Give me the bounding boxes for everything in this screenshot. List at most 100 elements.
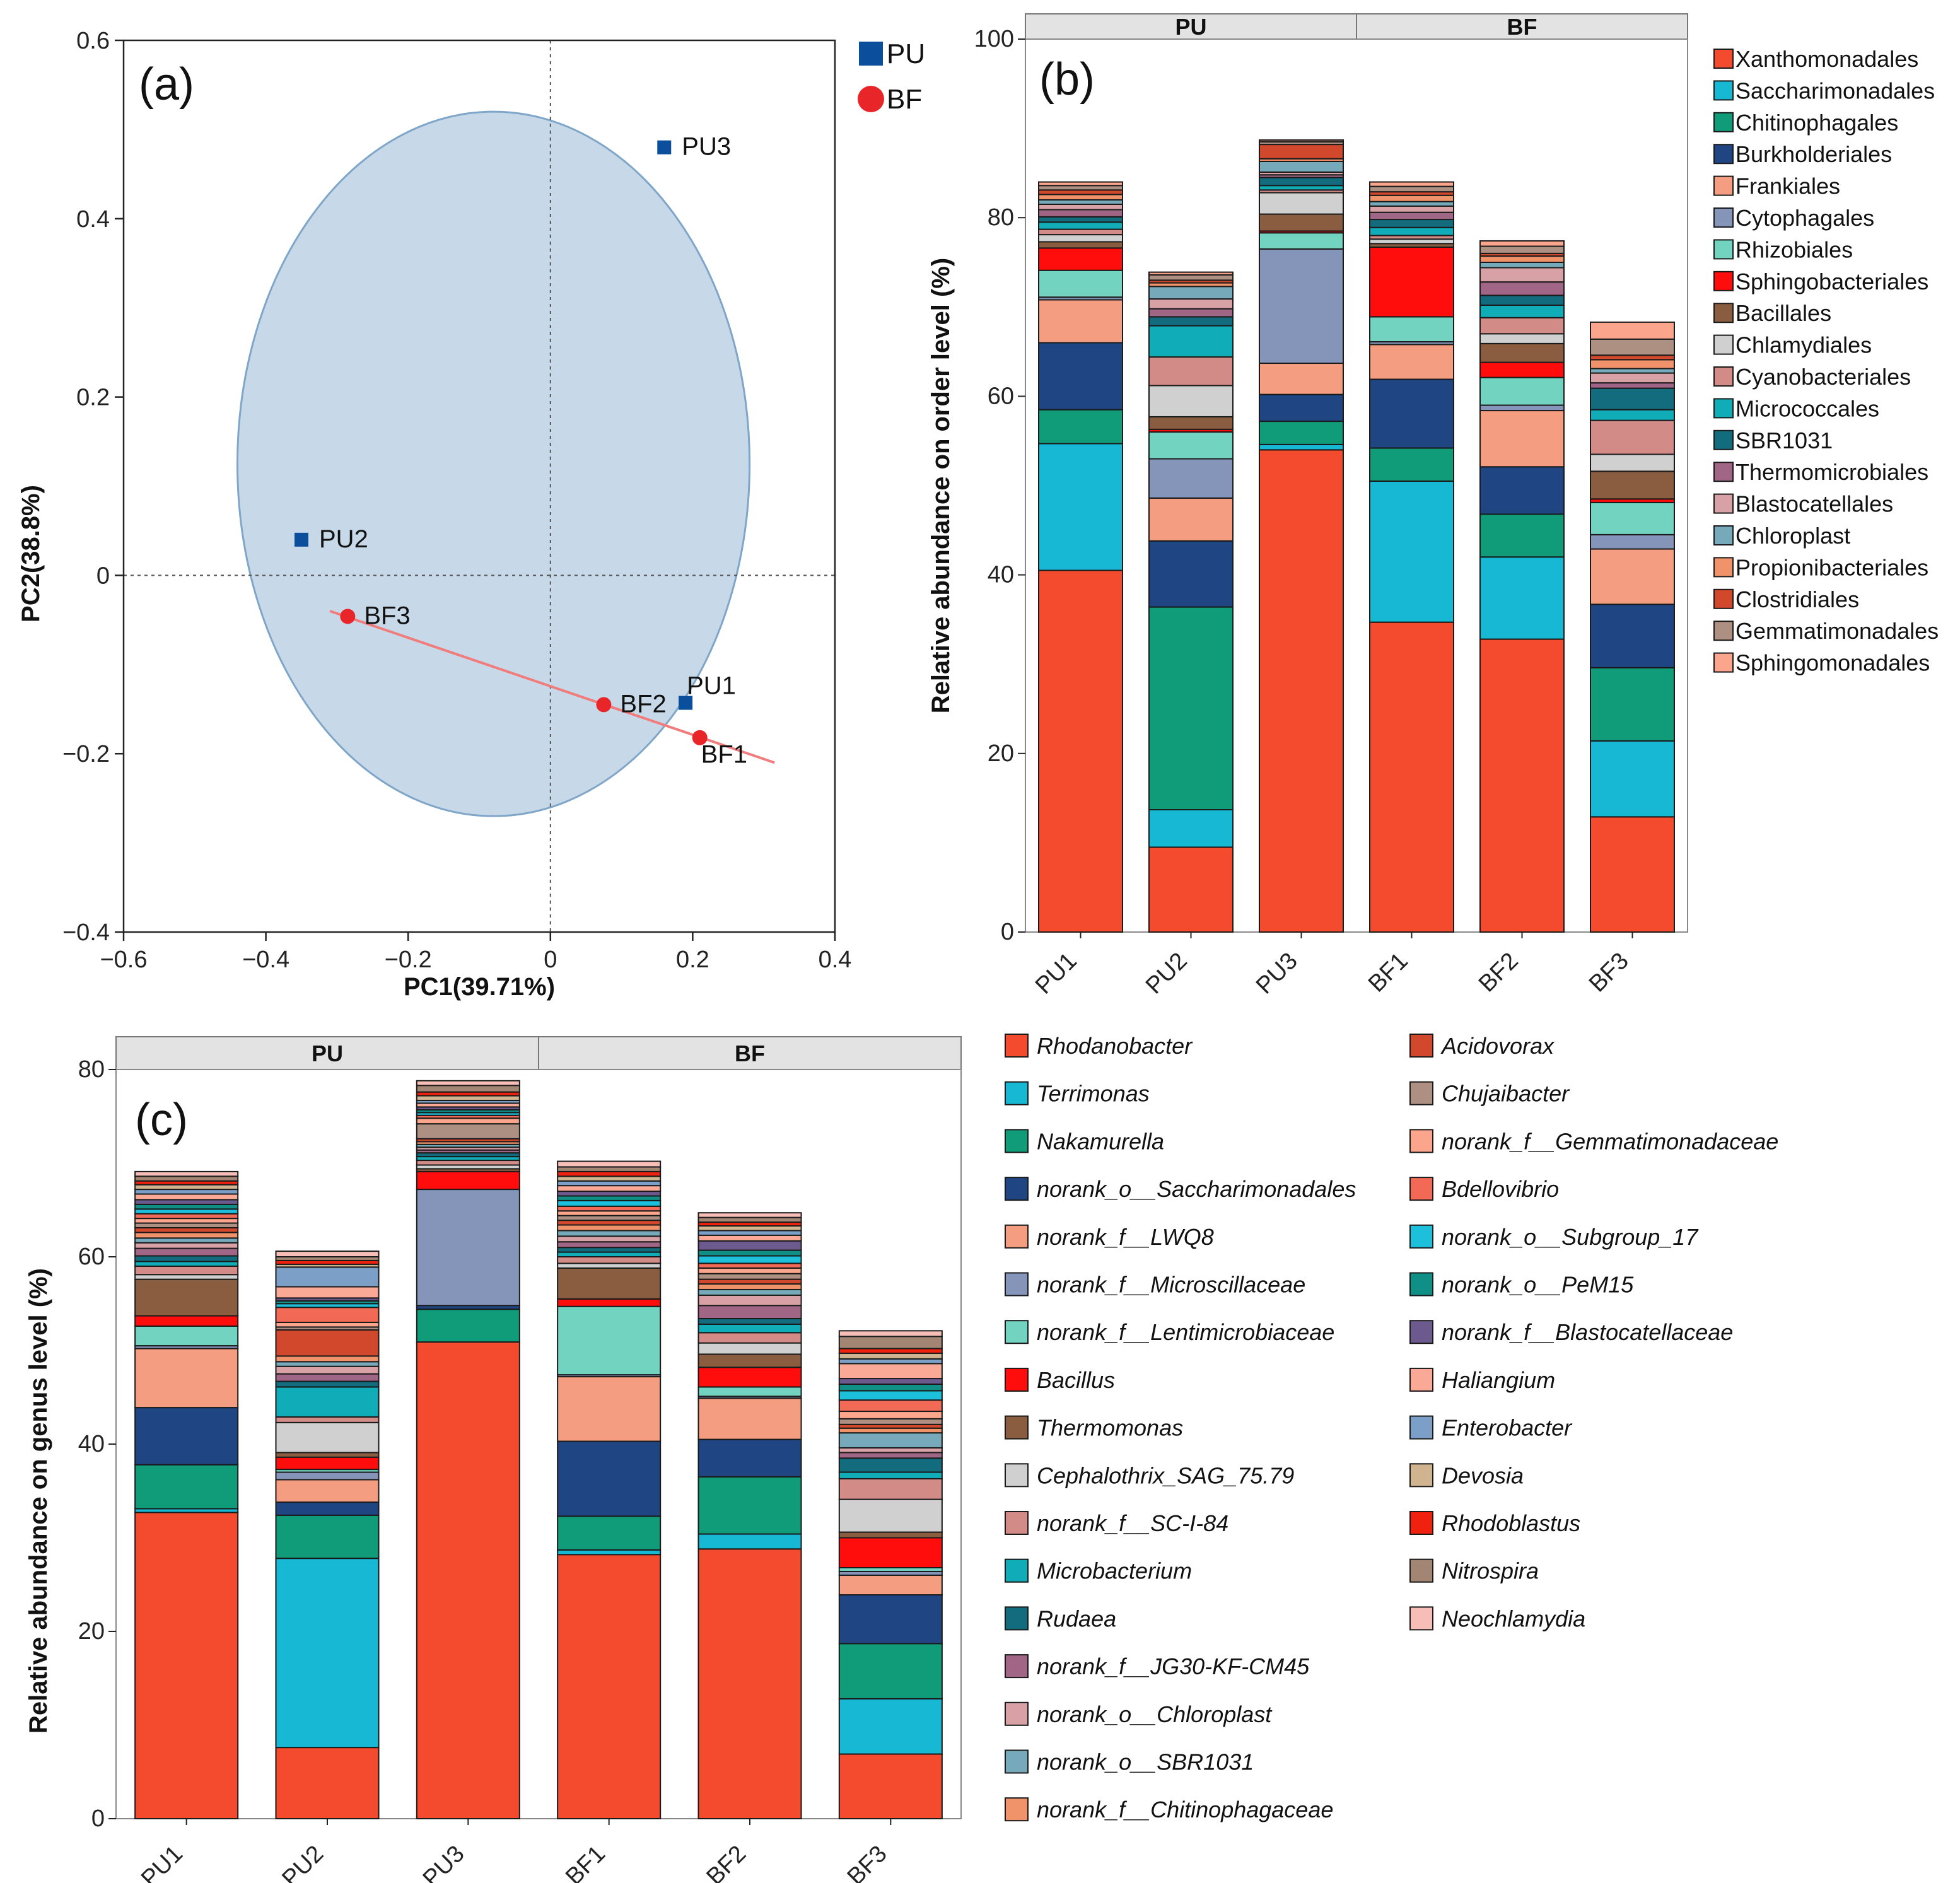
legend-c-swatch-rhodanobacter — [1005, 1034, 1029, 1058]
bar-bf1-rhizobiales — [1369, 316, 1454, 343]
bar-pu1-enterobacter — [134, 1189, 239, 1195]
bar-bf1-rhodanobacter — [557, 1554, 662, 1819]
bar-bf3-burkholderiales — [1590, 603, 1675, 668]
panel-b-y-axis-title: Relative abundance on order level (%) — [927, 258, 955, 713]
facet-strip-bf — [1356, 13, 1688, 40]
legend-b-label-sbr1031: SBR1031 — [1735, 428, 1833, 453]
bar-pu3-neochlamydia — [416, 1080, 520, 1087]
bar-bf1-enterobacter — [557, 1180, 662, 1187]
bar-bf1-norank-o-sbr1031 — [557, 1230, 662, 1237]
bar-pu3-sbr1031 — [1259, 177, 1344, 187]
bar-pu2-cytophagales — [1148, 458, 1234, 499]
bar-pu1-gemmatimonadales — [1038, 185, 1123, 191]
legend-b-label-sphingobacteriales: Sphingobacteriales — [1735, 269, 1928, 294]
x-tick-label-bf2: BF2 — [701, 1841, 751, 1883]
bar-bf1-acidovorax — [557, 1220, 662, 1226]
point-bf1-circle — [692, 730, 708, 745]
legend-c-label-norank-f-lentimicrobiaceae: norank_f__Lentimicrobiaceae — [1037, 1319, 1334, 1345]
legend-b-label-frankiales: Frankiales — [1735, 173, 1840, 199]
bar-bf2-sbr1031 — [1479, 294, 1565, 306]
pu-confidence-ellipse — [236, 110, 751, 817]
facet-strip-label-bf: BF — [1507, 14, 1537, 40]
bar-bf1-sbr1031 — [1369, 219, 1454, 228]
bar-bf2-bacillales — [1479, 342, 1565, 363]
bar-pu1-chujaibacter — [134, 1222, 239, 1228]
legend-b-swatch-xanthomonadales — [1713, 49, 1734, 69]
bar-bf3-chujaibacter — [838, 1418, 943, 1425]
bar-bf3-thermomicrobiales — [1590, 382, 1675, 389]
bar-bf1-rhodoblastus — [557, 1170, 662, 1177]
bar-bf2-sphingomonadales — [1479, 240, 1565, 247]
legend-c-label-haliangium: Haliangium — [1442, 1367, 1555, 1393]
bar-pu2-norank-f-lwq8 — [275, 1479, 380, 1503]
bar-bf2-micrococcales — [1479, 304, 1565, 318]
bar-pu3-devosia — [416, 1095, 520, 1102]
bar-pu1-norank-f-sc-i-84 — [134, 1265, 239, 1276]
bar-bf1-neochlamydia — [557, 1160, 662, 1168]
bar-bf2-norank-o-saccharimonadales — [697, 1438, 802, 1478]
bar-pu1-sphingomonadales — [1038, 181, 1123, 187]
bar-bf1-propionibacteriales — [1369, 194, 1454, 202]
y-tick-label: −0.4 — [62, 919, 110, 946]
legend-c-swatch-bdellovibrio — [1409, 1177, 1433, 1201]
legend-c-swatch-cephalothrix-sag-75-79 — [1005, 1463, 1029, 1488]
legend-c-swatch-norank-f-sc-i-84 — [1005, 1511, 1029, 1535]
panel-a-x-axis-title: PC1(39.71%) — [404, 973, 555, 1001]
bar-pu2-xanthomonadales — [1148, 846, 1234, 933]
legend-c-label-microbacterium: Microbacterium — [1037, 1558, 1192, 1584]
bar-bf1-terrimonas — [557, 1549, 662, 1556]
bar-bf3-thermomonas — [838, 1531, 943, 1539]
bar-pu2-norank-f-chitinophagaceae — [275, 1355, 380, 1363]
legend-c-label-norank-o-sbr1031: norank_o__SBR1031 — [1037, 1749, 1254, 1775]
x-tick-label-pu3: PU3 — [418, 1841, 470, 1883]
bar-pu1-rhizobiales — [1038, 269, 1123, 298]
panel-c-y-axis-title: Relative abundance on genus level (%) — [25, 1268, 52, 1734]
bar-bf2-norank-f-blastocatellaceae — [697, 1240, 802, 1251]
bar-bf3-frankiales — [1590, 548, 1675, 605]
legend-c-swatch-norank-o-pem15 — [1409, 1272, 1433, 1297]
bar-bf1-frankiales — [1369, 344, 1454, 380]
bar-pu3-rhizobiales — [1259, 232, 1344, 250]
point-bf3-circle — [340, 609, 356, 624]
bar-pu2-chloroplast — [1148, 286, 1234, 300]
bar-pu1-rudaea — [134, 1255, 239, 1262]
legend-b-swatch-micrococcales — [1713, 398, 1734, 419]
bar-pu2-norank-f-gemmatimonadaceae — [275, 1321, 380, 1328]
bar-bf2-neochlamydia — [697, 1212, 802, 1218]
bar-bf2-norank-f-gemmatimonadaceae — [697, 1267, 802, 1274]
legend-b-label-rhizobiales: Rhizobiales — [1735, 236, 1853, 262]
bar-pu2-haliangium — [275, 1286, 380, 1299]
point-label-pu1: PU1 — [687, 672, 736, 700]
x-tick-label-pu2: PU2 — [1141, 948, 1193, 1000]
legend-c-label-norank-f-lwq8: norank_f__LWQ8 — [1037, 1224, 1214, 1250]
legend-c-swatch-norank-f-microscillaceae — [1005, 1272, 1029, 1297]
bar-bf2-nakamurella — [697, 1476, 802, 1535]
bar-pu2-bacillales — [1148, 416, 1234, 430]
bar-bf1-bdellovibrio — [557, 1205, 662, 1212]
bar-pu1-norank-o-chloroplast — [134, 1242, 239, 1249]
bar-bf2-devosia — [697, 1225, 802, 1232]
bar-bf3-norank-o-chloroplast — [838, 1447, 943, 1454]
legend-c-label-nakamurella: Nakamurella — [1037, 1128, 1164, 1154]
bar-bf2-norank-f-lwq8 — [697, 1397, 802, 1440]
bar-bf2-cephalothrix-sag-75-79 — [697, 1342, 802, 1355]
bar-bf2-norank-o-subgroup-17 — [697, 1255, 802, 1264]
bar-pu2-cephalothrix-sag-75-79 — [275, 1421, 380, 1454]
bar-bf3-chlamydiales — [1590, 453, 1675, 472]
legend-c-swatch-norank-f-lwq8 — [1005, 1224, 1029, 1249]
legend-c-swatch-norank-o-sbr1031 — [1005, 1749, 1029, 1774]
bar-pu1-thermomicrobiales — [1038, 209, 1123, 218]
bar-bf2-frankiales — [1479, 410, 1565, 468]
bar-pu1-norank-f-chitinophagaceae — [134, 1232, 239, 1239]
legend-c-swatch-rhodoblastus — [1409, 1511, 1433, 1535]
legend-b-label-chlamydiales: Chlamydiales — [1735, 332, 1872, 358]
bar-bf2-norank-f-jg30-kf-cm45 — [697, 1305, 802, 1320]
bar-pu1-burkholderiales — [1038, 342, 1123, 411]
bar-pu1-devosia — [134, 1184, 239, 1191]
legend-c-swatch-haliangium — [1409, 1367, 1433, 1392]
bar-bf2-haliangium — [697, 1234, 802, 1242]
bar-bf1-norank-f-lentimicrobiaceae — [557, 1305, 662, 1376]
legend-c-swatch-rudaea — [1005, 1606, 1029, 1631]
bar-pu2-blastocatellales — [1148, 298, 1234, 310]
